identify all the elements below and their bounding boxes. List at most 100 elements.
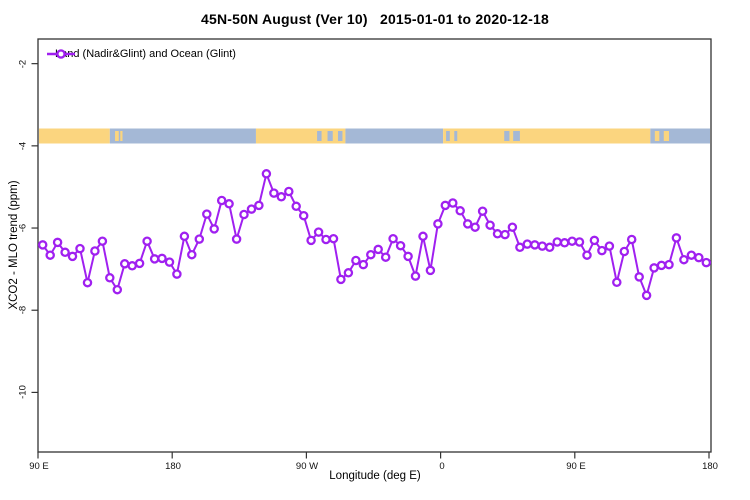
surface-band-speck-ocean	[513, 131, 520, 141]
data-point-marker	[380, 252, 391, 262]
data-point-marker	[67, 251, 78, 262]
surface-band-speck-ocean	[446, 131, 450, 141]
data-point-marker	[418, 231, 428, 242]
legend: Land (Nadir&Glint) and Ocean (Glint)	[46, 47, 236, 61]
data-point-marker	[619, 246, 630, 257]
data-point-marker	[164, 257, 175, 267]
data-point-marker	[403, 251, 413, 262]
chart-title: 45N-50N August (Ver 10) 2015-01-01 to 20…	[201, 11, 549, 27]
y-tick-label: -8	[17, 305, 29, 315]
data-point-marker	[298, 210, 309, 221]
data-point-marker	[52, 237, 63, 248]
data-series-line	[41, 172, 707, 297]
data-point-marker	[231, 234, 242, 244]
legend-label: Land (Nadir&Glint) and Ocean (Glint)	[55, 48, 236, 60]
data-point-marker	[455, 206, 465, 216]
y-tick-label: -4	[17, 141, 29, 151]
data-point-marker	[269, 188, 279, 198]
data-point-marker	[507, 222, 518, 232]
data-point-marker	[440, 200, 451, 211]
data-point-marker	[60, 247, 70, 258]
data-point-marker	[656, 260, 667, 271]
surface-band-speck-ocean	[504, 131, 510, 141]
data-point-marker	[373, 244, 383, 255]
data-point-marker	[276, 192, 287, 202]
surface-band-speck-land	[654, 131, 660, 141]
y-axis-label: XCO2 - MLO trend (ppm)	[8, 180, 20, 310]
data-point-marker	[582, 250, 592, 260]
data-point-marker	[641, 290, 652, 301]
data-point-marker	[604, 241, 615, 251]
data-point-marker	[291, 201, 301, 212]
y-tick-label: -6	[17, 223, 29, 233]
data-point-marker	[224, 199, 234, 209]
surface-band-ocean	[345, 128, 444, 144]
data-point-marker	[679, 254, 689, 265]
data-point-marker	[82, 277, 93, 288]
surface-band-ocean	[109, 128, 256, 144]
data-point-marker	[172, 269, 182, 279]
data-point-marker	[634, 272, 644, 282]
x-axis-label: Longitude (deg E)	[329, 470, 421, 482]
data-point-marker	[75, 243, 85, 254]
data-point-marker	[358, 259, 369, 270]
data-point-marker	[701, 257, 712, 268]
surface-band-speck-land	[115, 131, 119, 141]
data-point-marker	[239, 209, 249, 220]
x-tick-label: 0	[439, 461, 445, 472]
data-point-marker	[343, 268, 354, 278]
data-point-marker	[664, 259, 674, 270]
data-point-marker	[515, 242, 525, 253]
data-point-marker	[284, 186, 294, 197]
data-point-marker	[261, 169, 272, 179]
data-point-marker	[544, 242, 555, 253]
x-tick-label: 180	[702, 461, 718, 472]
data-point-marker	[537, 241, 548, 251]
data-point-marker	[559, 238, 570, 248]
legend-marker-icon	[47, 49, 75, 59]
data-point-marker	[313, 227, 324, 237]
data-point-marker	[157, 253, 167, 264]
data-point-marker	[119, 259, 130, 269]
data-point-marker	[552, 237, 562, 247]
data-point-marker	[328, 233, 339, 244]
data-point-marker	[187, 249, 197, 260]
x-tick-label: 90 E	[29, 461, 49, 472]
data-point-marker	[142, 236, 152, 246]
surface-band-speck-ocean	[454, 131, 458, 141]
data-point-marker	[425, 265, 436, 276]
data-point-marker	[97, 236, 108, 246]
data-point-marker	[149, 254, 160, 264]
data-point-marker	[306, 235, 316, 246]
data-point-marker	[477, 206, 488, 216]
data-point-marker	[612, 277, 622, 288]
data-point-marker	[388, 233, 398, 244]
x-tick-label: 90 E	[566, 461, 586, 472]
data-point-marker	[589, 235, 600, 246]
data-point-marker	[366, 249, 376, 260]
data-point-marker	[134, 258, 145, 269]
surface-band-land	[443, 128, 651, 144]
data-point-marker	[254, 200, 264, 211]
data-point-marker	[194, 234, 205, 244]
data-point-marker	[649, 263, 659, 273]
surface-band-land	[39, 128, 110, 144]
x-tick-label: 90 W	[295, 461, 319, 472]
surface-band-speck-ocean	[327, 131, 333, 141]
data-point-marker	[395, 240, 406, 251]
y-tick-label: -2	[17, 59, 29, 69]
data-point-marker	[671, 233, 682, 243]
data-point-marker	[574, 237, 585, 247]
data-point-marker	[90, 246, 100, 256]
data-point-marker	[351, 255, 361, 266]
data-point-marker	[448, 198, 458, 208]
data-point-marker	[530, 240, 540, 250]
data-point-marker	[500, 229, 510, 240]
data-point-marker	[522, 239, 533, 249]
data-point-marker	[492, 229, 503, 239]
data-point-marker	[127, 261, 137, 271]
data-point-marker	[597, 245, 607, 256]
data-point-marker	[105, 273, 115, 283]
